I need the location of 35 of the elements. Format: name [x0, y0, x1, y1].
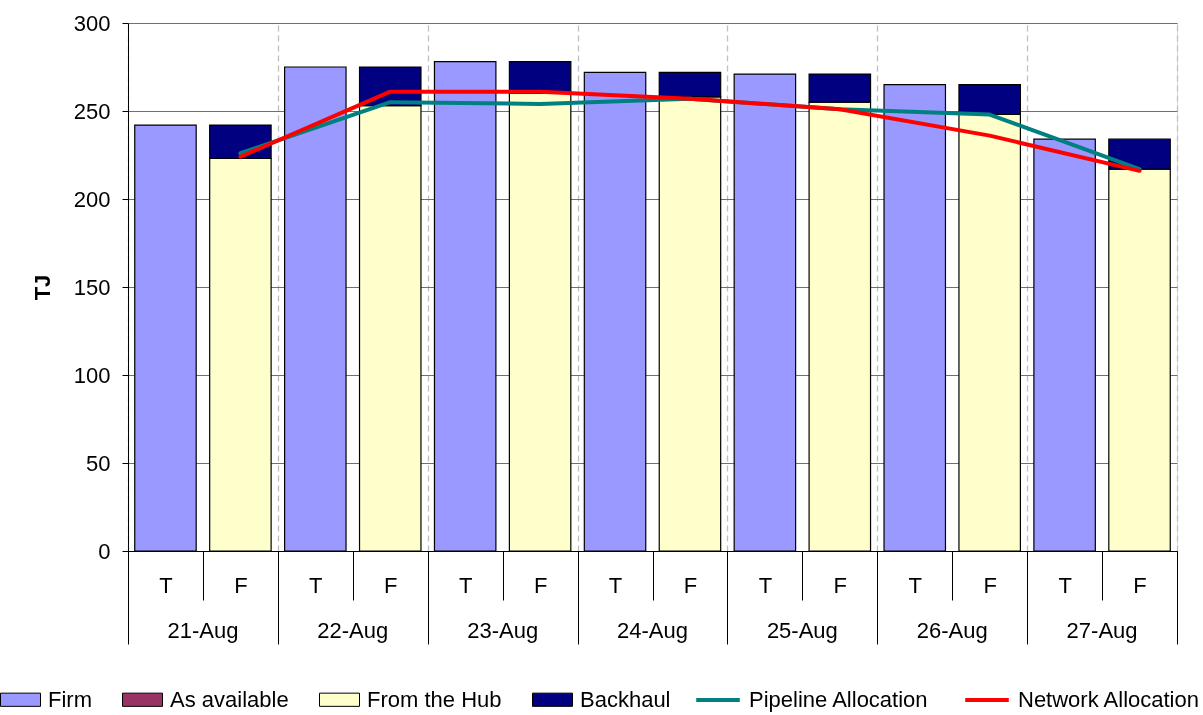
text: 21-Aug: [167, 618, 239, 643]
x-tick-label: T: [309, 572, 323, 598]
text: 22-Aug: [317, 618, 389, 643]
x-tick-label: F: [833, 572, 848, 598]
x-tick-label: T: [758, 572, 773, 598]
x-tick-label: T: [1058, 572, 1072, 598]
y-tick-label: 250: [73, 98, 111, 124]
x-tick-label: T: [908, 572, 922, 598]
y-tick-label: 200: [73, 186, 111, 212]
y-axis-title: TJ: [29, 274, 55, 301]
x-tick-label: F: [533, 572, 548, 598]
y-tick-label: 50: [86, 450, 111, 476]
y-tick-label: 300: [73, 10, 111, 36]
x-tick-label: T: [159, 572, 173, 598]
text: 23-Aug: [467, 618, 539, 643]
y-tick-label: 150: [73, 274, 111, 300]
legend-label: As available: [170, 686, 289, 712]
legend-label: Pipeline Allocation: [749, 687, 928, 712]
text: 24-Aug: [617, 618, 688, 643]
y-tick-label: 100: [73, 362, 111, 388]
text: 27-Aug: [1066, 618, 1138, 643]
x-tick-label: F: [234, 572, 248, 598]
x-tick-label: F: [983, 572, 997, 598]
legend-label: Firm: [48, 686, 92, 712]
legend-label: Network Allocation: [1018, 687, 1199, 712]
legend-label: From the Hub: [367, 686, 502, 712]
y-tick-label: 0: [98, 538, 111, 564]
x-tick-label: F: [384, 572, 398, 598]
x-tick-label: T: [458, 572, 473, 598]
x-tick-label: F: [1133, 572, 1147, 598]
x-tick-label: T: [608, 572, 623, 598]
text: 26-Aug: [916, 618, 988, 643]
x-tick-label: F: [683, 572, 698, 598]
text: 25-Aug: [766, 618, 838, 643]
legend-label: Backhaul: [580, 686, 671, 712]
